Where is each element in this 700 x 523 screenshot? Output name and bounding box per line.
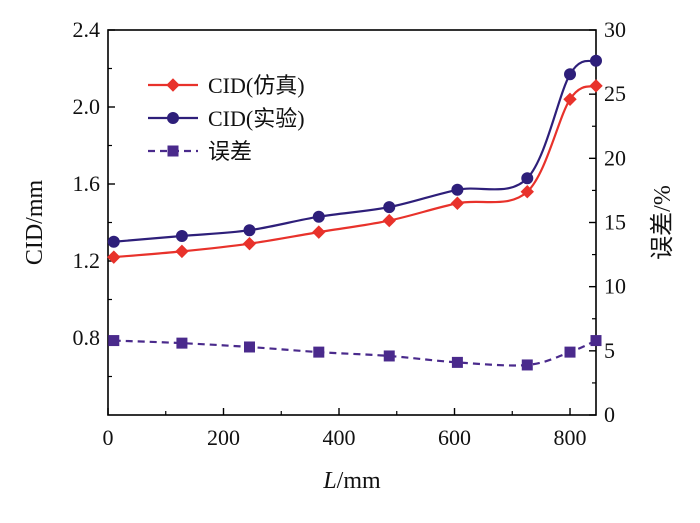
series-2-point <box>564 68 577 81</box>
series-3-point <box>383 350 395 362</box>
x-tick-label: 0 <box>103 425 114 450</box>
y2-tick-label: 15 <box>604 210 626 235</box>
legend: CID(仿真) CID(实验) 误差 <box>148 73 305 164</box>
series-2-point <box>451 183 464 196</box>
legend-label: CID(实验) <box>208 106 305 131</box>
legend-label: CID(仿真) <box>208 73 305 98</box>
series-3-point <box>243 341 255 353</box>
x-tick-label: 200 <box>207 425 240 450</box>
series-3-point <box>564 346 576 358</box>
y2-tick-label: 5 <box>604 338 615 363</box>
y2-tick-label: 10 <box>604 274 626 299</box>
x-axis-title-symbol: L <box>322 468 336 494</box>
legend-marker <box>166 78 180 92</box>
x-tick-label: 400 <box>323 425 356 450</box>
series-3-point <box>521 359 533 371</box>
y-tick-label: 2.0 <box>73 94 101 119</box>
series-1-point <box>520 184 534 199</box>
legend-label: 误差 <box>208 139 252 164</box>
y-axis-title: CID/mm <box>22 180 48 266</box>
series-1-point <box>312 225 326 239</box>
y2-axis-title: 误差/% <box>649 185 676 260</box>
series-2-point <box>243 224 256 237</box>
y-tick-label: 2.4 <box>73 17 101 42</box>
y-tick-label: 0.8 <box>73 325 101 350</box>
series-3-point <box>590 335 602 347</box>
y2-tick-label: 30 <box>604 17 626 42</box>
series-1-point <box>382 213 396 228</box>
series-2-point <box>590 54 602 67</box>
series-1 <box>107 79 603 264</box>
series-3-point <box>313 346 325 358</box>
x-tick-label: 600 <box>438 425 471 450</box>
series-2-point <box>521 172 534 185</box>
legend-item-3: 误差 <box>148 139 252 164</box>
y2-tick-label: 0 <box>604 402 615 427</box>
y-tick-label: 1.6 <box>73 171 101 196</box>
series-3-line <box>113 339 597 367</box>
series-3-point <box>176 337 188 349</box>
y2-tick-label: 25 <box>604 81 626 106</box>
series-1-point <box>589 79 603 93</box>
series-2-point <box>107 235 120 248</box>
legend-marker <box>167 145 179 157</box>
legend-marker <box>167 112 179 124</box>
series-1-point <box>450 196 465 210</box>
x-axis-title-unit: /mm <box>337 468 381 494</box>
legend-item-1: CID(仿真) <box>148 73 305 98</box>
y-tick-label: 1.2 <box>73 248 101 273</box>
x-tick-label: 800 <box>554 425 587 450</box>
series-3 <box>108 335 602 371</box>
series-2-point <box>175 229 188 242</box>
series-layer <box>107 54 603 371</box>
series-1-point <box>107 250 121 264</box>
y2-tick-label: 20 <box>604 145 626 170</box>
legend-item-2: CID(实验) <box>148 106 305 131</box>
series-2 <box>107 54 602 248</box>
plot-frame <box>107 29 597 416</box>
series-2-point <box>312 210 325 223</box>
series-1-point <box>175 244 189 259</box>
series-3-point <box>108 335 120 347</box>
series-1-point <box>242 236 257 251</box>
series-2-point <box>383 201 396 214</box>
x-axis-title: L/mm <box>322 468 381 494</box>
series-1-point <box>563 92 577 107</box>
series-1-line <box>113 84 597 259</box>
series-3-point <box>451 356 463 368</box>
axes: 0 200 400 600 800 0.8 1.2 1.6 2.0 2.4 0 5 10 15 20 25 30… <box>22 17 676 494</box>
